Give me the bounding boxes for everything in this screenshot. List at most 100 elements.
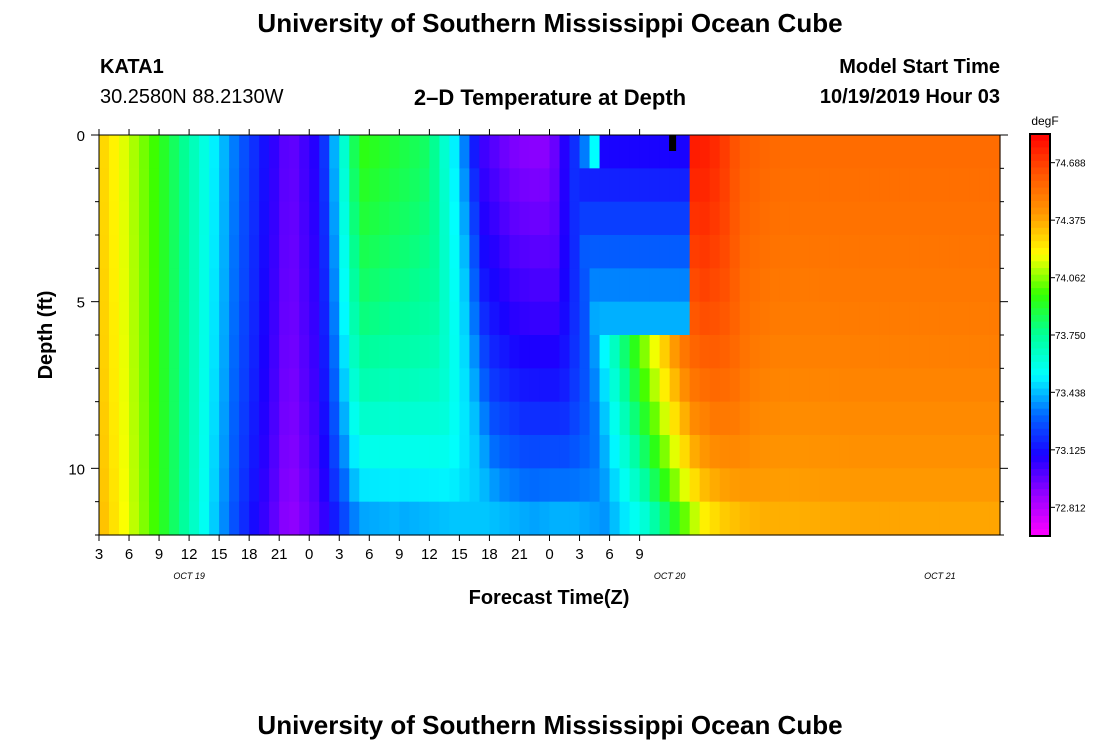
- heatmap-cell: [299, 501, 310, 536]
- heatmap-cell: [329, 201, 340, 236]
- y-axis-ticks: 0 5 10: [68, 128, 1008, 536]
- heatmap-cell: [419, 268, 430, 303]
- heatmap-cell: [469, 435, 481, 469]
- heatmap-cell: [319, 135, 330, 169]
- heatmap-cell: [269, 268, 280, 303]
- colorbar-tick-label: 74.688: [1055, 159, 1086, 170]
- heatmap-cell: [989, 301, 1001, 336]
- colorbar-segment: [1030, 167, 1050, 175]
- heatmap-cell: [289, 201, 300, 236]
- heatmap-cell: [459, 401, 471, 436]
- heatmap-cell: [609, 335, 621, 369]
- heatmap-cell: [859, 201, 871, 236]
- heatmap-cell: [159, 335, 170, 369]
- heatmap-cell: [219, 268, 230, 303]
- heatmap-cell: [499, 268, 511, 303]
- heatmap-cell: [699, 368, 711, 403]
- heatmap-cell: [739, 335, 751, 369]
- heatmap-cell: [649, 135, 661, 169]
- heatmap-cell: [369, 201, 380, 236]
- heatmap-cell: [309, 168, 320, 203]
- heatmap-cell: [139, 435, 150, 469]
- y-tick-label: 5: [77, 295, 85, 312]
- heatmap-cell: [509, 401, 521, 436]
- heatmap-cell: [779, 301, 791, 336]
- heatmap-cell: [789, 368, 801, 403]
- heatmap-cell: [909, 401, 921, 436]
- heatmap-cell: [529, 168, 541, 203]
- heatmap-cell: [379, 468, 390, 503]
- heatmap-cell: [939, 168, 951, 203]
- heatmap-cell: [569, 435, 581, 469]
- colorbar-segment: [1030, 160, 1050, 169]
- heatmap-cell: [829, 268, 841, 303]
- heatmap-cell: [149, 168, 160, 203]
- heatmap-cell: [479, 201, 491, 236]
- colorbar-segment: [1030, 214, 1050, 222]
- heatmap-cell: [729, 401, 741, 436]
- heatmap-cell: [259, 435, 270, 469]
- heatmap-cell: [889, 135, 901, 169]
- heatmap-cell: [359, 235, 370, 269]
- heatmap-cell: [869, 301, 881, 336]
- heatmap-cell: [949, 135, 961, 169]
- heatmap-cell: [259, 468, 270, 503]
- heatmap-cell: [759, 235, 771, 269]
- heatmap-cell: [959, 468, 971, 503]
- heatmap-cell: [329, 368, 340, 403]
- heatmap-cell: [629, 201, 641, 236]
- heatmap-cell: [169, 335, 180, 369]
- heatmap-cell: [659, 168, 671, 203]
- heatmap-cell: [649, 468, 661, 503]
- heatmap-cell: [729, 268, 741, 303]
- heatmap-cell: [879, 201, 891, 236]
- heatmap-cell: [629, 501, 641, 536]
- heatmap-cell: [289, 301, 300, 336]
- heatmap-cell: [849, 435, 861, 469]
- heatmap-cell: [559, 168, 571, 203]
- heatmap-cell: [839, 135, 851, 169]
- heatmap-cell: [349, 335, 360, 369]
- heatmap-cell: [279, 268, 290, 303]
- heatmap-cell: [309, 501, 320, 536]
- heatmap-cell: [219, 501, 230, 536]
- heatmap-cell: [229, 468, 240, 503]
- colorbar-tick-label: 73.438: [1055, 388, 1086, 399]
- heatmap-cell: [779, 135, 791, 169]
- heatmap-cell: [189, 435, 200, 469]
- heatmap-cell: [109, 135, 120, 169]
- heatmap-cell: [539, 468, 551, 503]
- heatmap-cell: [599, 135, 611, 169]
- heatmap-cell: [179, 301, 190, 336]
- heatmap-cell: [889, 335, 901, 369]
- heatmap-cell: [269, 401, 280, 436]
- heatmap-cell: [939, 301, 951, 336]
- heatmap-cell: [219, 335, 230, 369]
- heatmap-cell: [929, 301, 941, 336]
- heatmap-cell: [549, 201, 561, 236]
- heatmap-cell: [409, 468, 420, 503]
- heatmap-cell: [689, 135, 701, 169]
- heatmap-cell: [549, 368, 561, 403]
- heatmap-cell: [849, 268, 861, 303]
- heatmap-cell: [329, 435, 340, 469]
- heatmap-cell: [749, 168, 761, 203]
- heatmap-cell: [689, 435, 701, 469]
- heatmap-cell: [959, 201, 971, 236]
- heatmap-cell: [909, 268, 921, 303]
- heatmap-cell: [509, 268, 521, 303]
- heatmap-cell: [709, 468, 721, 503]
- heatmap-cell: [129, 468, 140, 503]
- heatmap-cell: [839, 168, 851, 203]
- heatmap-cell: [599, 335, 611, 369]
- heatmap-cell: [379, 335, 390, 369]
- heatmap-cell: [719, 501, 731, 536]
- heatmap-cell: [439, 468, 450, 503]
- heatmap-cell: [479, 468, 491, 503]
- heatmap-cell: [909, 368, 921, 403]
- heatmap-cell: [919, 201, 931, 236]
- heatmap-cell: [409, 301, 420, 336]
- heatmap-cell: [759, 368, 771, 403]
- heatmap-cell: [799, 335, 811, 369]
- heatmap-cell: [329, 468, 340, 503]
